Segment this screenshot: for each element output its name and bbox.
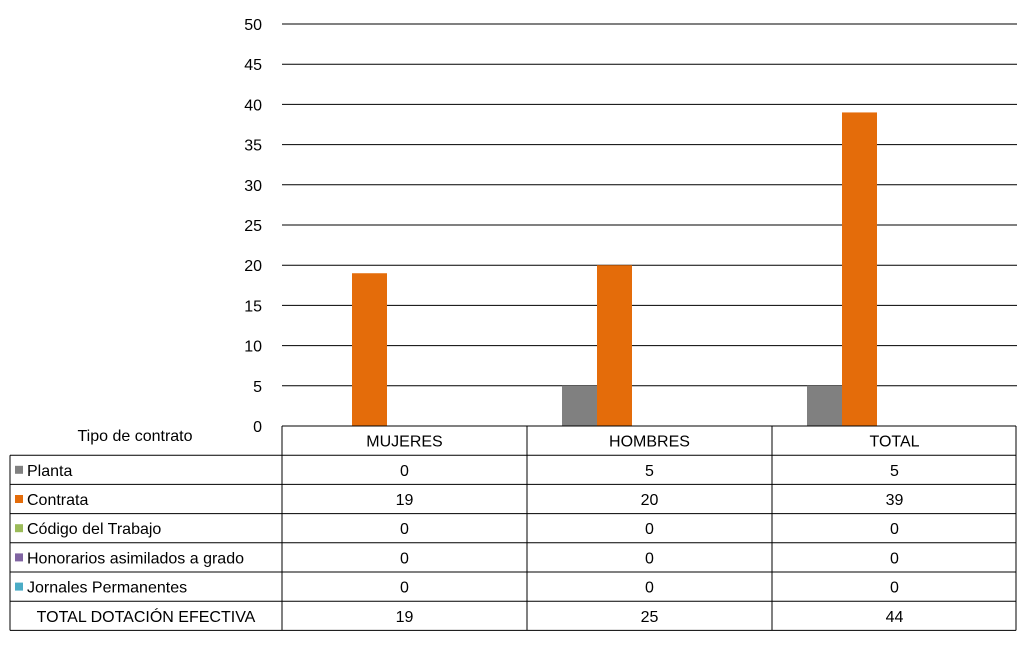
- y-tick-label: 40: [244, 97, 262, 114]
- table-cell-value: 0: [400, 550, 409, 567]
- table-series-label: Planta: [27, 463, 72, 480]
- table-cell-value: 19: [396, 492, 414, 509]
- table-category-header: MUJERES: [366, 434, 442, 451]
- table-total-value: 44: [886, 609, 904, 626]
- y-tick-label: 35: [244, 138, 262, 155]
- bar-planta-hombres: [562, 385, 597, 426]
- y-tick-label: 10: [244, 339, 262, 356]
- table-series-label: Contrata: [27, 492, 88, 509]
- table-cell-value: 5: [645, 463, 654, 480]
- table-category-header: TOTAL: [869, 434, 919, 451]
- bar-contrata-mujeres: [352, 273, 387, 426]
- table-series-label: Honorarios asimilados a grado: [27, 550, 244, 567]
- bar-planta-total: [807, 385, 842, 426]
- table-cell-value: 0: [890, 550, 899, 567]
- y-tick-label: 5: [253, 379, 262, 396]
- bar-contrata-total: [842, 112, 877, 426]
- y-tick-label: 45: [244, 57, 262, 74]
- legend-swatch: [15, 524, 23, 533]
- gridlines: [282, 23, 1017, 387]
- table-category-header: HOMBRES: [609, 434, 690, 451]
- table-series-label: Jornales Permanentes: [27, 580, 187, 597]
- table-cell-value: 0: [890, 521, 899, 538]
- y-axis-tick-labels: 0 5 10 15 20 25 30 35 40 45 50: [244, 17, 262, 436]
- table-total-label: TOTAL DOTACIÓN EFECTIVA: [37, 607, 256, 626]
- table-series-label: Código del Trabajo: [27, 521, 161, 538]
- y-tick-label: 30: [244, 178, 262, 195]
- y-tick-label: 20: [244, 258, 262, 275]
- bars: [352, 112, 877, 426]
- table-cell-value: 0: [645, 521, 654, 538]
- y-tick-label: 25: [244, 218, 262, 235]
- table-cell-value: 0: [400, 580, 409, 597]
- legend-swatch: [15, 553, 23, 562]
- table-cell-value: 0: [400, 521, 409, 538]
- table-cell-value: 39: [886, 492, 904, 509]
- table-cell-value: 5: [890, 463, 899, 480]
- y-tick-label: 0: [253, 419, 262, 436]
- table-header-label: Tipo de contrato: [77, 428, 192, 445]
- table-cell-value: 0: [645, 550, 654, 567]
- legend-swatch: [15, 465, 23, 474]
- data-table: MUJERES HOMBRES TOTAL Planta 0 5 5 Contrata 19 20…: [9, 425, 1017, 631]
- table-cell-value: 0: [645, 580, 654, 597]
- table-total-value: 25: [641, 609, 659, 626]
- table-cell-value: 20: [641, 492, 659, 509]
- table-cell-value: 0: [890, 580, 899, 597]
- y-tick-label: 15: [244, 298, 262, 315]
- legend-swatch: [15, 495, 23, 503]
- y-tick-label: 50: [244, 17, 262, 34]
- bar-contrata-hombres: [597, 265, 632, 426]
- legend-swatch: [15, 582, 23, 591]
- table-cell-value: 0: [400, 463, 409, 480]
- table-total-value: 19: [396, 609, 414, 626]
